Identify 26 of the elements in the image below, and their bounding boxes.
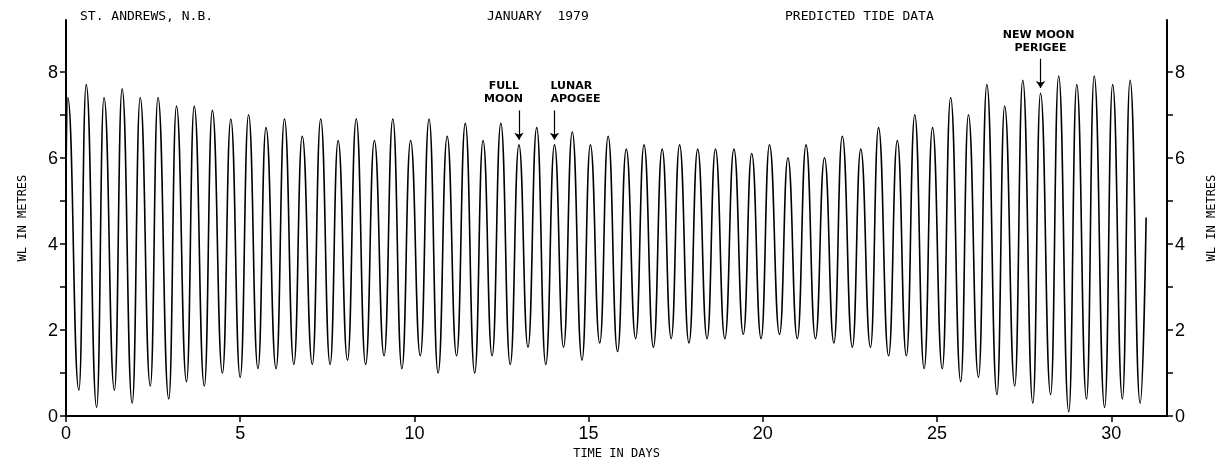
x-tick-label: 30 [1101,423,1122,444]
y-tick-label: 8 [47,61,58,82]
x-tick-label: 10 [404,423,425,444]
annotation: FULL MOON [484,79,523,106]
y2-tick-label: 2 [1175,319,1186,340]
annotation: NEW MOON PERIGEE [1002,27,1079,54]
y2-tick-label: 6 [1175,147,1186,168]
y2-tick-label: 4 [1175,233,1186,254]
y-tick-label: 6 [47,147,58,168]
annotation: LUNAR APOGEE [550,79,601,106]
x-tick-label: 15 [578,423,599,444]
y-axis-title: WL IN METRES [15,174,29,262]
y-tick-label: 0 [47,406,58,427]
y2-axis-title: WL IN METRES [1204,174,1218,262]
y2-tick-label: 8 [1175,61,1186,82]
y-tick-label: 4 [47,233,58,254]
chart-subtitle: JANUARY 1979 [487,8,589,23]
x-axis-title: TIME IN DAYS [573,446,660,460]
chart-title: ST. ANDREWS, N.B. [80,8,214,23]
x-tick-label: 0 [60,423,72,444]
x-tick-label: 25 [927,423,948,444]
y-tick-label: 2 [47,319,58,340]
x-tick-label: 20 [752,423,773,444]
annotation: PREDICTED TIDE DATA [785,8,934,23]
x-tick-label: 5 [235,423,246,444]
y2-tick-label: 0 [1175,406,1186,427]
